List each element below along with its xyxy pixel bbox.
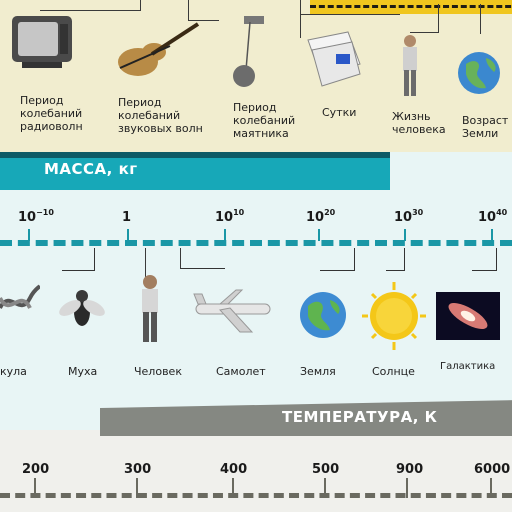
- time-label-radio-waves: Период колебаний радиоволн: [20, 94, 83, 133]
- mass-object-label: Самолет: [216, 365, 266, 378]
- time-axis: [310, 0, 512, 14]
- temperature-tick-label: 400: [220, 462, 248, 477]
- time-label-sound-waves: Период колебаний звуковых волн: [118, 96, 203, 135]
- mass-tick: [404, 229, 406, 241]
- mass-tick-label: 1040: [478, 208, 508, 225]
- calendar-icon: [307, 31, 361, 87]
- mass-tick: [318, 229, 320, 241]
- connector-line: [480, 4, 512, 34]
- connector-line: [145, 248, 147, 278]
- temperature-tick-label: 500: [312, 462, 340, 477]
- earth-icon: [458, 52, 500, 94]
- temperature-tick-label: 300: [124, 462, 152, 477]
- pendulum-icon: [233, 16, 264, 87]
- human-icon: [142, 275, 158, 342]
- time-label-earth-age: Возраст Земли: [462, 114, 509, 140]
- temperature-axis: [0, 493, 512, 503]
- airplane-icon: [193, 289, 271, 333]
- mass-tick-label: 1: [122, 210, 132, 225]
- mass-header: [0, 152, 390, 190]
- time-label-day: Сутки: [322, 106, 357, 119]
- temperature-tick: [324, 478, 326, 498]
- dna-molecule-icon: [0, 284, 40, 310]
- temperature-title: ТЕМПЕРАТУРА, К: [282, 408, 438, 426]
- connector-line: [472, 248, 497, 271]
- time-label-human-life: Жизнь человека: [392, 110, 446, 136]
- galaxy-icon: [436, 292, 500, 340]
- connector-line: [320, 248, 355, 271]
- temperature-tick: [406, 478, 408, 498]
- connector-line: [300, 0, 311, 38]
- time-scale-panel: [0, 0, 512, 160]
- mass-object-label: Галактика: [440, 361, 496, 372]
- temperature-tick: [232, 478, 234, 498]
- mass-tick: [28, 229, 30, 241]
- connector-line: [410, 4, 439, 33]
- connector-line: [40, 0, 141, 11]
- fly-icon: [59, 290, 105, 326]
- mass-tick-label: 10−10: [18, 208, 54, 225]
- connector-line: [300, 14, 400, 35]
- connector-line: [188, 0, 219, 21]
- mass-axis: [0, 240, 512, 251]
- temperature-tick: [136, 478, 138, 498]
- time-label-pendulum: Период колебаний маятника: [233, 101, 296, 140]
- mass-tick: [224, 229, 226, 241]
- temperature-tick: [34, 478, 36, 498]
- mass-object-label: Земля: [300, 365, 336, 378]
- mass-title: МАССА, кг: [44, 160, 138, 178]
- temperature-tick-label: 900: [396, 462, 424, 477]
- temperature-tick-label: 6000: [474, 462, 511, 477]
- sun-icon: [362, 282, 426, 350]
- connector-line: [180, 248, 225, 269]
- mass-tick: [491, 229, 493, 241]
- mass-object-label: Человек: [134, 365, 182, 378]
- tv-icon: [12, 16, 72, 68]
- temperature-tick: [490, 478, 492, 498]
- connector-line: [62, 248, 95, 271]
- mass-header-edge: [0, 152, 390, 158]
- man-icon: [403, 35, 417, 96]
- mass-tick-label: 1020: [306, 208, 336, 225]
- temperature-scale-panel: [0, 430, 512, 512]
- violin-icon: [118, 22, 200, 76]
- mass-tick: [127, 229, 129, 241]
- connector-line: [386, 248, 405, 271]
- mass-tick-label: 1010: [215, 208, 245, 225]
- mass-object-label: Солнце: [372, 365, 415, 378]
- mass-object-label: кула: [0, 365, 27, 378]
- earth-icon: [300, 292, 346, 338]
- mass-object-label: Муха: [68, 365, 98, 378]
- temperature-tick-label: 200: [22, 462, 50, 477]
- mass-tick-label: 1030: [394, 208, 424, 225]
